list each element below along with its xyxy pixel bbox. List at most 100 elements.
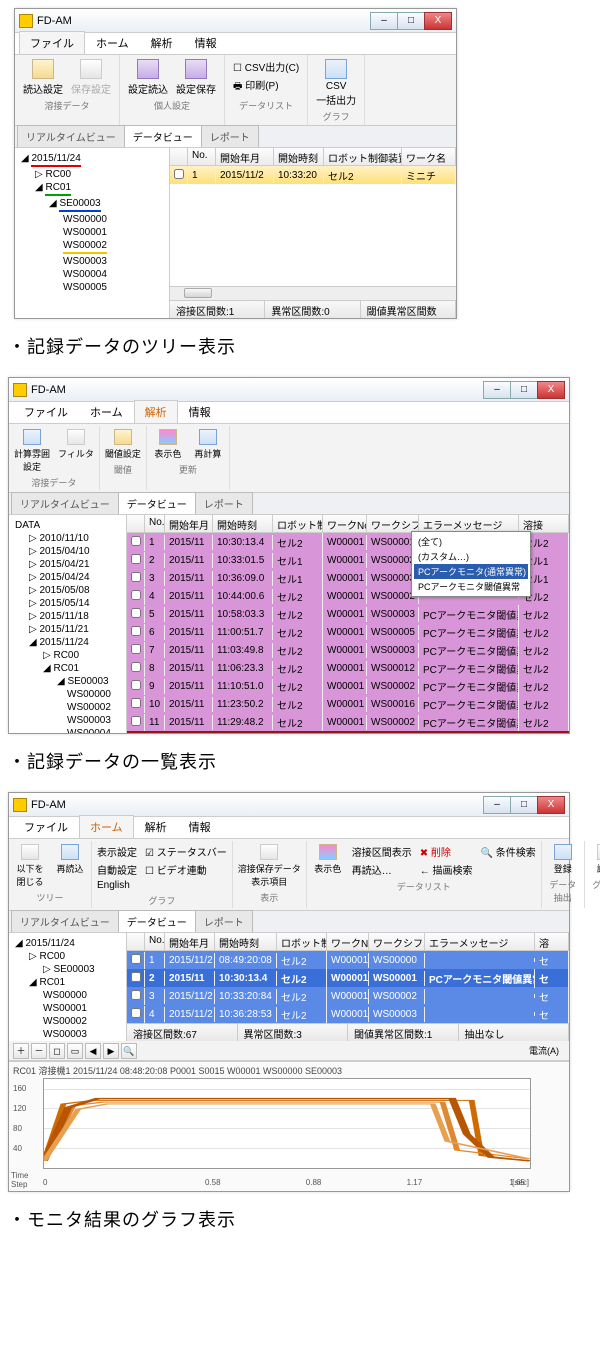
filter-button[interactable]: フィルタ <box>58 429 94 460</box>
row-checkbox[interactable] <box>174 169 184 179</box>
tree-ws[interactable]: WS00002 <box>17 239 167 255</box>
col-time[interactable]: 開始時刻 <box>274 148 324 165</box>
row-checkbox[interactable] <box>131 990 141 1000</box>
threshold-button[interactable]: 閾値設定 <box>105 429 141 460</box>
tree-ws[interactable]: WS00000 <box>17 213 167 226</box>
magnify-icon[interactable]: 🔍 <box>121 1043 137 1059</box>
col-date[interactable]: 開始年月 <box>216 148 274 165</box>
csv-batch-button[interactable]: CSV 一括出力 <box>316 59 356 107</box>
col-no[interactable]: No. <box>188 148 216 165</box>
tab-realtime[interactable]: リアルタイムビュー <box>11 492 119 514</box>
tab-file[interactable]: ファイル <box>13 815 79 838</box>
col-robot[interactable]: ロボット制御装置 <box>324 148 402 165</box>
row-checkbox[interactable] <box>131 1008 141 1018</box>
tree-date[interactable]: ▷ 2015/05/08 <box>11 584 124 597</box>
tab-dataview[interactable]: データビュー <box>118 910 196 932</box>
grid-row[interactable]: 112015/1111:29:48.2セル2W00001WS00002PCアーク… <box>127 713 569 731</box>
titlebar[interactable]: FD-AM – □ X <box>9 793 569 817</box>
tree-date[interactable]: ▷ 2015/04/21 <box>11 558 124 571</box>
tree-rc[interactable]: ◢ RC01 <box>11 662 124 675</box>
tab-report[interactable]: レポート <box>201 125 259 147</box>
color-button[interactable]: 表示色 <box>152 429 184 460</box>
graph-plot[interactable] <box>43 1078 531 1169</box>
grid-row[interactable]: 22015/1110:30:13.4セル2W00001WS00001PCアークモ… <box>127 969 569 987</box>
grid-row[interactable]: 52015/1110:58:03.3セル2W00001WS00003PCアークモ… <box>127 605 569 623</box>
row-checkbox[interactable] <box>131 972 141 982</box>
tree-panel[interactable]: ◢ 2015/11/24 ▷ RC00 ▷ SE00003 ◢ RC01 WS0… <box>9 933 127 1041</box>
tree-date[interactable]: ◢ 2015/11/24 <box>17 152 167 168</box>
tab-analysis[interactable]: 解析 <box>134 815 178 838</box>
tree-rc[interactable]: ▷ RC00 <box>11 950 124 963</box>
h-scrollbar[interactable] <box>170 286 456 300</box>
grid-row[interactable]: 32015/11/210:33:20:84セル2W00001WS00002セ <box>127 987 569 1005</box>
english-button[interactable]: English <box>97 880 130 891</box>
group-set-button[interactable]: 設定 <box>590 844 600 875</box>
back-button[interactable]: ← 描画検索 <box>420 862 473 877</box>
row-checkbox[interactable] <box>131 554 141 564</box>
graph-area[interactable]: RC01 溶接機1 2015/11/24 08:48:20:08 P0001 S… <box>9 1061 569 1191</box>
grid-row[interactable]: 12015/11/208:49:20:08セル2W00001WS00000セ <box>127 951 569 969</box>
color-button[interactable]: 表示色 <box>312 844 344 875</box>
auto-setting-button[interactable]: 自動設定 <box>97 862 137 877</box>
tree-ws[interactable]: WS00002 <box>11 701 124 714</box>
minimize-button[interactable]: – <box>370 12 398 30</box>
row-checkbox[interactable] <box>131 680 141 690</box>
tab-info[interactable]: 情報 <box>184 31 228 54</box>
tree-ws[interactable]: WS00001 <box>17 226 167 239</box>
tree-rc00[interactable]: ▷ RC00 <box>17 168 167 181</box>
tree-ws[interactable]: WS00000 <box>11 688 124 701</box>
tab-realtime[interactable]: リアルタイムビュー <box>11 910 119 932</box>
close-button[interactable]: X <box>537 796 565 814</box>
tree-se[interactable]: ▷ SE00003 <box>11 963 124 976</box>
collapse-button[interactable]: 以下を 閉じる <box>14 844 46 888</box>
tab-info[interactable]: 情報 <box>178 815 222 838</box>
minimize-button[interactable]: – <box>483 381 511 399</box>
tab-home[interactable]: ホーム <box>85 31 140 54</box>
dropdown-item[interactable]: (全て) <box>414 534 528 549</box>
savedisp-button[interactable]: 溶接保存データ 表示項目 <box>238 844 301 888</box>
tree-date[interactable]: ▷ 2015/05/14 <box>11 597 124 610</box>
dropdown-item[interactable]: (カスタム…) <box>414 549 528 564</box>
tree-date[interactable]: ▷ 2015/04/10 <box>11 545 124 558</box>
tree-rc[interactable]: ◢ RC01 <box>11 976 124 989</box>
reload-button[interactable]: 再読込 <box>54 844 86 875</box>
print-button[interactable]: 🖶 印刷(P) <box>233 77 279 96</box>
close-button[interactable]: X <box>537 381 565 399</box>
tab-dataview[interactable]: データビュー <box>124 125 202 147</box>
titlebar[interactable]: FD-AM – □ X <box>9 378 569 402</box>
tab-report[interactable]: レポート <box>195 910 253 932</box>
tab-file[interactable]: ファイル <box>13 400 79 423</box>
tree-rc[interactable]: ▷ RC00 <box>11 649 124 662</box>
row-checkbox[interactable] <box>131 590 141 600</box>
tab-analysis[interactable]: 解析 <box>134 400 178 423</box>
tree-ws[interactable]: WS00003 <box>17 255 167 268</box>
disp-setting-button[interactable]: 表示設定 <box>97 844 137 859</box>
tree-panel[interactable]: ◢ 2015/11/24 ▷ RC00 ◢ RC01 ◢ SE00003 WS0… <box>15 148 170 318</box>
reread-button[interactable]: 再読込… <box>352 862 392 877</box>
tree-date[interactable]: ▷ 2010/11/10 <box>11 532 124 545</box>
grid-row[interactable]: 102015/1111:23:50.2セル2W00001WS00016PCアーク… <box>127 695 569 713</box>
zoom-out-icon[interactable]: － <box>31 1043 47 1059</box>
tree-rc01[interactable]: ◢ RC01 <box>17 181 167 197</box>
tab-home[interactable]: ホーム <box>79 815 134 838</box>
scroll-right-icon[interactable]: ▶ <box>103 1043 119 1059</box>
zoom-box-icon[interactable]: ▭ <box>67 1043 83 1059</box>
read-settings-button[interactable]: 読込設定 <box>23 59 63 96</box>
tab-realtime[interactable]: リアルタイムビュー <box>17 125 125 147</box>
load-config-button[interactable]: 設定読込 <box>128 59 168 96</box>
row-checkbox[interactable] <box>131 644 141 654</box>
grid-row[interactable]: 72015/1111:03:49.8セル2W00001WS00003PCアークモ… <box>127 641 569 659</box>
tree-se[interactable]: ◢ SE00003 <box>17 197 167 213</box>
grid-row[interactable]: 62015/1111:00:51.7セル2W00001WS00005PCアークモ… <box>127 623 569 641</box>
tree-date[interactable]: ▷ 2015/11/18 <box>11 610 124 623</box>
row-checkbox[interactable] <box>131 662 141 672</box>
tab-report[interactable]: レポート <box>195 492 253 514</box>
row-checkbox[interactable] <box>131 716 141 726</box>
row-checkbox[interactable] <box>131 608 141 618</box>
calc-settings-button[interactable]: 計算雰囲 設定 <box>14 429 50 473</box>
tree-se[interactable]: ◢ SE00003 <box>11 675 124 688</box>
tab-home[interactable]: ホーム <box>79 400 134 423</box>
csv-export-button[interactable]: ☐ CSV出力(C) <box>233 59 299 74</box>
tree-ws[interactable]: WS00000 <box>11 989 124 1002</box>
grid-row[interactable]: 42015/11/210:36:28:53セル2W00001WS00003セ <box>127 1005 569 1023</box>
